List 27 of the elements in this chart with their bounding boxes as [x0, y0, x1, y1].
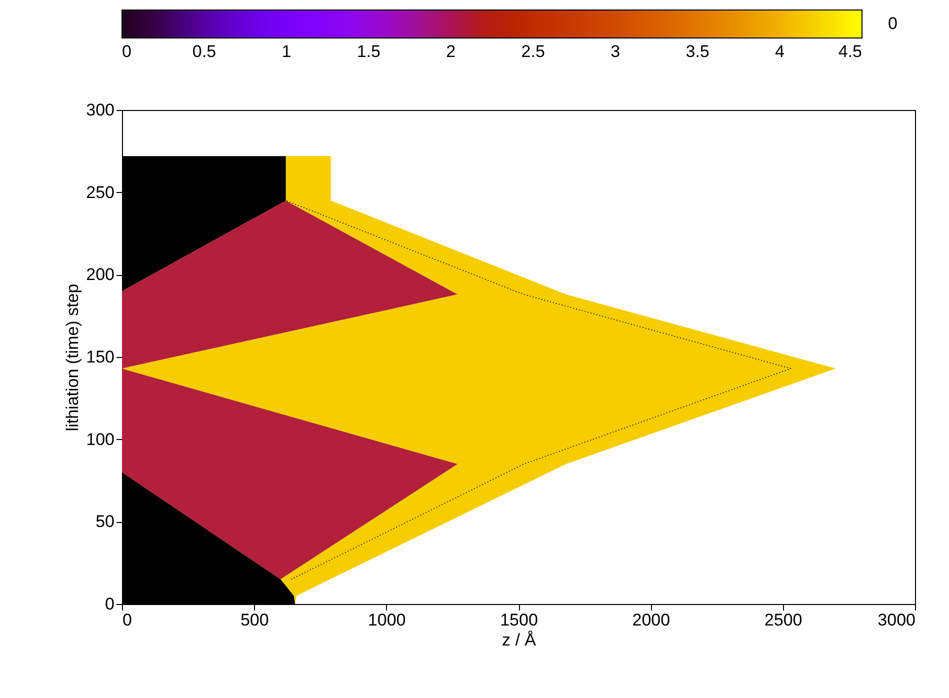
x-tick-label: 2500	[764, 610, 802, 630]
y-tick-label: 300	[86, 100, 114, 120]
x-tick-label: 1000	[368, 610, 406, 630]
y-tick-label: 200	[86, 265, 114, 284]
color-bar-label: 0.5	[192, 42, 216, 61]
x-tick-label: 0	[122, 610, 132, 630]
y-tick-label: 0	[105, 594, 114, 614]
color-bar-label: 3.5	[686, 42, 710, 61]
x-tick-label: 3000	[878, 610, 916, 630]
color-bar-label: 4	[775, 42, 785, 61]
y-axis-title: lithiation (time) step	[63, 284, 82, 432]
color-bar-label: 1	[282, 42, 292, 61]
color-bar-label: 1.5	[356, 42, 380, 61]
color-bar-label: 2	[446, 42, 456, 61]
color-bar-title: 0	[888, 14, 898, 33]
y-tick-label: 50	[96, 512, 114, 532]
x-tick-label: 1500	[500, 610, 538, 630]
y-tick-label: 150	[86, 348, 114, 366]
x-tick-label: 2000	[632, 610, 670, 630]
color-bar-label: 4.5	[838, 42, 862, 61]
x-tick-label: 500	[240, 610, 269, 630]
color-bar-label: 3	[610, 42, 620, 61]
y-tick-label: 250	[86, 182, 114, 202]
color-bar-label: 2.5	[521, 42, 545, 61]
color-bar-label: 0	[122, 42, 132, 61]
x-axis-title: z / Å	[502, 630, 537, 650]
y-tick-label: 100	[86, 430, 114, 449]
